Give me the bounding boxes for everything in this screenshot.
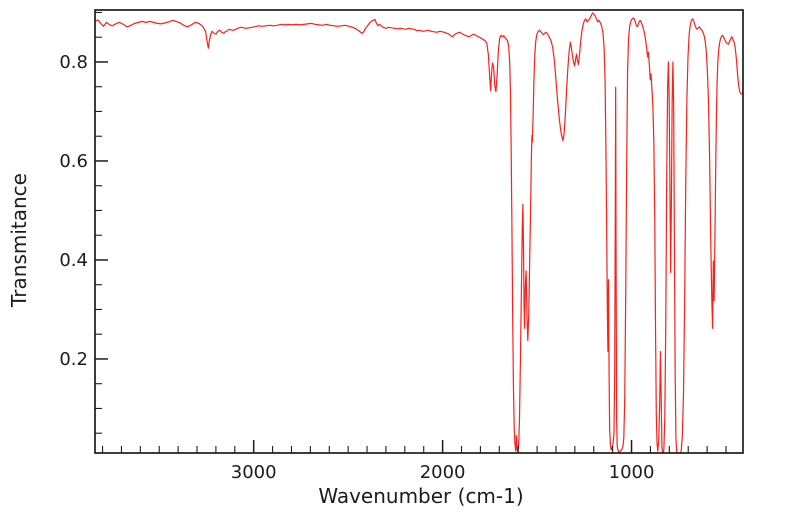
- x-tick-label: 3000: [231, 462, 277, 483]
- x-tick-label: 2000: [420, 462, 466, 483]
- axes-spines: [94, 9, 744, 454]
- y-tick-label: 0.4: [59, 250, 88, 271]
- y-tick-label: 0.8: [59, 52, 88, 73]
- y-tick-label: 0.6: [59, 151, 88, 172]
- x-tick-label: 1000: [609, 462, 655, 483]
- y-axis-label: Transmitance: [7, 173, 31, 307]
- y-tick-label: 0.2: [59, 349, 88, 370]
- x-tick-labels: 3000 2000 1000: [231, 462, 655, 483]
- series-group: [95, 12, 743, 453]
- y-tick-labels: 0.2 0.4 0.6 0.8: [59, 52, 88, 370]
- x-axis-label: Wavenumber (cm-1): [318, 484, 524, 508]
- spectrum-line: [95, 12, 743, 453]
- tick-marks: [95, 11, 727, 453]
